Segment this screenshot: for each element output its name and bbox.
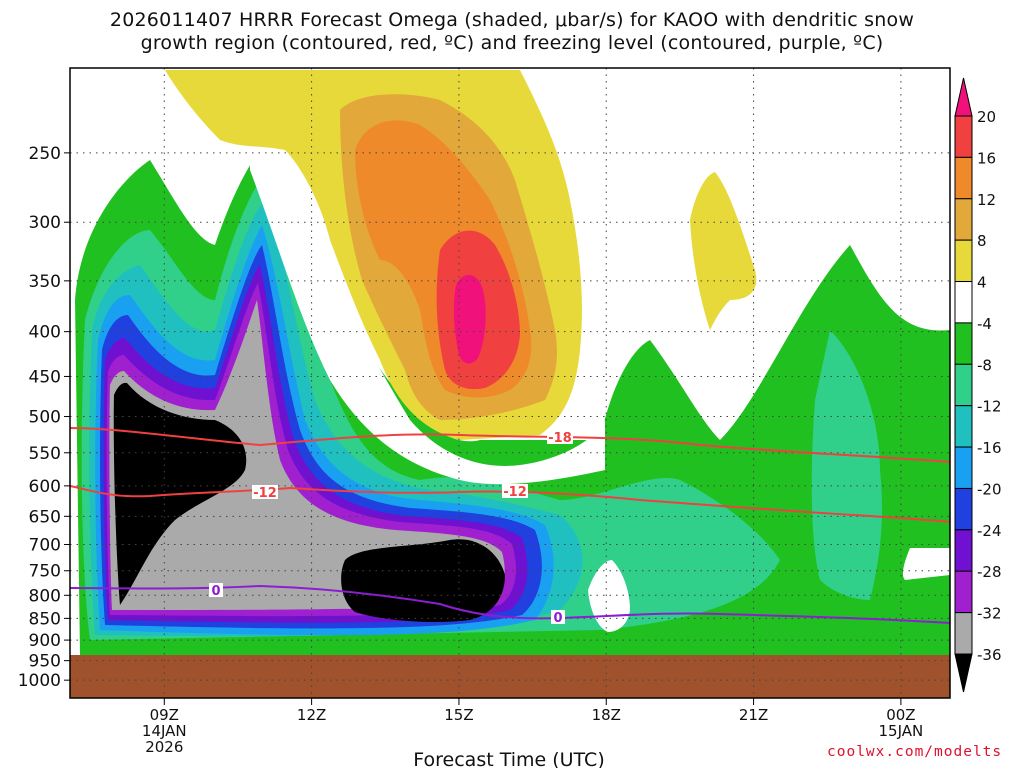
y-tick-label: 750 — [29, 562, 61, 582]
y-tick-label: 250 — [29, 144, 61, 164]
colorbar-label: -16 — [977, 439, 1002, 457]
colorbar-label: -36 — [977, 646, 1002, 664]
y-tick-label: 700 — [29, 536, 61, 556]
x-tick-label: 18Z — [592, 706, 621, 724]
dgz-label-minus12-a: -12 — [253, 486, 277, 501]
x-axis-title: Forecast Time (UTC) — [413, 749, 604, 768]
chart-title-line-1: 2026011407 HRRR Forecast Omega (shaded, … — [109, 9, 915, 31]
plot-frame — [69, 67, 951, 699]
omega-region-magenta — [453, 274, 486, 364]
colorbar-swatch — [954, 405, 973, 448]
colorbar-swatch — [954, 281, 973, 324]
dgz-label-minus12-b: -12 — [503, 485, 527, 500]
omega-region-yellow-east — [690, 172, 757, 330]
grid-lines — [70, 68, 950, 698]
colorbar-swatch — [954, 363, 973, 407]
dgz-label-minus18: -18 — [548, 431, 572, 446]
colorbar-swatch — [954, 198, 973, 241]
colorbar-label: -20 — [977, 480, 1002, 498]
x-tick-label: 21Z — [739, 706, 768, 724]
x-tick-label: 12Z — [297, 706, 326, 724]
colorbar-swatch — [954, 446, 973, 489]
y-tick-label: 400 — [29, 323, 61, 343]
omega-region-gray — [109, 300, 505, 610]
colorbar-label: 20 — [977, 108, 996, 126]
y-tick-label: 450 — [29, 367, 61, 387]
omega-region-gray-link — [219, 492, 345, 555]
y-tick-label: 1000 — [18, 671, 61, 691]
omega-region-black-central — [341, 539, 505, 623]
x-tick-label: 15JAN — [879, 722, 924, 740]
colorbar-label: -28 — [977, 563, 1002, 581]
colorbar-swatch — [954, 322, 973, 365]
colorbar-label: -12 — [977, 398, 1002, 416]
colorbar-label: -8 — [977, 356, 992, 374]
colorbar-swatch — [954, 239, 973, 283]
colorbar-label: -4 — [977, 315, 992, 333]
colorbar-label: 4 — [977, 274, 987, 292]
y-tick-label: 650 — [29, 507, 61, 527]
y-tick-label: 350 — [29, 272, 61, 292]
colorbar-arrow-bottom — [954, 653, 973, 693]
chart-title-line-2: growth region (contoured, red, ºC) and f… — [140, 32, 884, 54]
y-tick-label: 800 — [29, 586, 61, 606]
freezing-label-0-b: 0 — [553, 611, 562, 626]
colorbar-arrow-top — [954, 77, 973, 117]
y-tick-label: 550 — [29, 444, 61, 464]
x-tick-label: 00Z — [886, 706, 915, 724]
x-tick-label: 2026 — [145, 738, 183, 756]
colorbar-swatch — [954, 570, 973, 614]
source-credit: coolwx.com/modelts — [827, 744, 1003, 760]
x-tick-label: 09Z — [150, 706, 179, 724]
y-tick-label: 300 — [29, 213, 61, 233]
omega-region-white-pocket — [588, 560, 630, 632]
colorbar-label: 8 — [977, 232, 987, 250]
dgz-contour-minus18 — [70, 427, 950, 463]
colorbar-swatch — [954, 612, 973, 655]
freezing-level-contour — [70, 584, 950, 624]
plot-area: -18 -12 -12 0 0 — [70, 68, 950, 698]
x-tick-label: 14JAN — [142, 722, 187, 740]
y-tick-label: 900 — [29, 631, 61, 651]
ground-surface — [70, 655, 950, 698]
omega-region-white — [250, 130, 605, 485]
dgz-contours — [70, 427, 950, 523]
colorbar-swatch — [954, 529, 973, 572]
y-tick-label: 600 — [29, 477, 61, 497]
x-tick-label: 15Z — [444, 706, 473, 724]
colorbar-label: -32 — [977, 605, 1002, 623]
y-tick-label: 950 — [29, 652, 61, 672]
colorbar-label: -24 — [977, 522, 1002, 540]
colorbar-swatch — [954, 156, 973, 200]
colorbar-swatch — [954, 115, 973, 158]
colorbar-swatch — [954, 487, 973, 531]
y-axis: 2503003504004505005506006507007508008509… — [18, 144, 70, 691]
colorbar-label: 16 — [977, 149, 996, 167]
omega-shading — [75, 70, 950, 655]
y-tick-label: 850 — [29, 609, 61, 629]
freezing-label-0-a: 0 — [211, 584, 220, 599]
dgz-contour-minus12 — [70, 485, 950, 523]
y-tick-label: 500 — [29, 408, 61, 428]
omega-region-green-east — [811, 330, 882, 600]
colorbar: 20 16 12 8 4 -4 -8 -12 -16 -20 -24 -28 -32 -36 — [954, 77, 1002, 693]
contour-labels: -18 -12 -12 0 0 — [209, 430, 573, 626]
colorbar-label: 12 — [977, 191, 996, 209]
